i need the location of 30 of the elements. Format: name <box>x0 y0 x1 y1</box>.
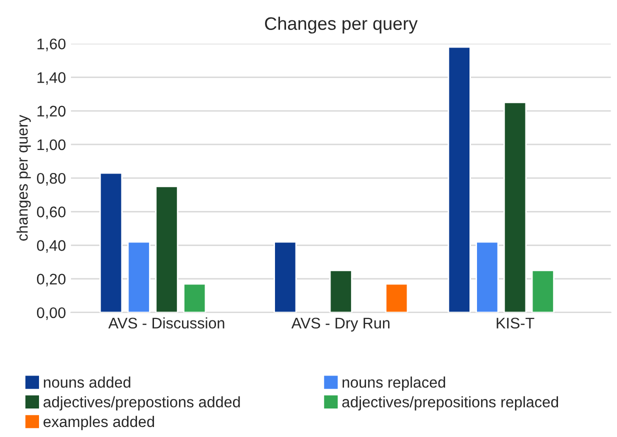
x-tick-label: AVS - Discussion <box>108 317 224 329</box>
legend-label: adjectives/prepostions added <box>44 396 240 410</box>
x-tick-label: KIS-T <box>496 318 534 329</box>
y-tick-label: 1,40 <box>38 72 66 85</box>
legend-label: nouns added <box>44 376 130 388</box>
legend-label: examples added <box>44 416 154 430</box>
bar <box>448 46 471 312</box>
y-tick-label: 0,80 <box>36 172 66 186</box>
y-tick-label: 1,00 <box>38 139 66 152</box>
bar <box>155 186 178 312</box>
y-tick-label: 0,40 <box>36 240 66 253</box>
legend-label: nouns replaced <box>342 376 446 391</box>
legend-label: adjectives/prepositions replaced <box>342 396 558 410</box>
bar <box>531 270 554 312</box>
bar <box>385 283 408 312</box>
y-tick-label: 1,20 <box>38 106 66 118</box>
bar <box>503 102 527 312</box>
chart-title: Changes per query <box>265 16 418 34</box>
bar <box>99 172 123 312</box>
y-tick-label: 0,00 <box>36 307 66 320</box>
bar <box>183 283 206 312</box>
bar <box>127 241 150 312</box>
bar <box>476 241 499 312</box>
bar <box>274 241 297 312</box>
y-tick-label: 0,60 <box>36 206 66 220</box>
y-tick-label: 0,20 <box>36 274 66 286</box>
y-tick-label: 1,60 <box>38 38 66 52</box>
bar <box>329 270 352 312</box>
x-tick-label: AVS - Dry Run <box>291 318 390 332</box>
y-axis-title: changes per query <box>16 114 31 241</box>
